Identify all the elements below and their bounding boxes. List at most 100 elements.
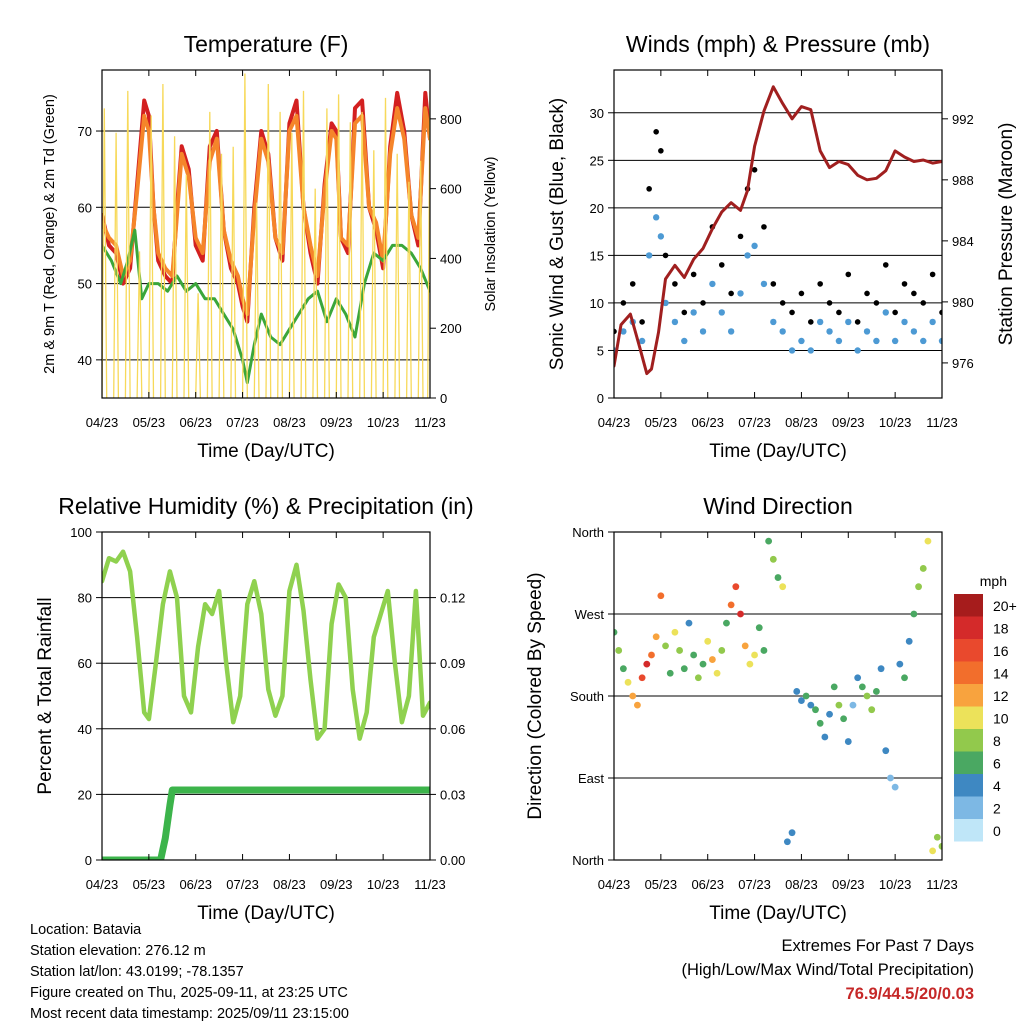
y-tick-label: 50 — [78, 277, 92, 292]
direction-point — [769, 555, 777, 563]
direction-point — [887, 774, 894, 782]
x-tick-label: 08/23 — [785, 877, 818, 892]
series-spike-solar — [359, 111, 366, 398]
series-line-rain — [102, 786, 430, 860]
legend-label: 18 — [993, 621, 1009, 637]
series-point-gust — [751, 167, 758, 173]
series-point-wind — [798, 337, 805, 345]
legend-label: 2 — [993, 801, 1001, 817]
series-spike-solar — [102, 108, 108, 398]
direction-point — [638, 674, 646, 682]
series-point-wind — [863, 328, 871, 335]
y-tick-label: 15 — [590, 248, 604, 263]
y-right-tick-label: 984 — [952, 234, 974, 249]
x-tick-label: 09/23 — [320, 415, 353, 430]
y-axis-label: Direction (Colored By Speed) — [525, 572, 546, 819]
direction-point — [826, 710, 833, 718]
y-tick-label: 60 — [78, 200, 92, 215]
series-point-wind — [788, 347, 796, 354]
direction-point — [709, 656, 716, 663]
y-tick-label: 10 — [590, 296, 604, 311]
series-spike-solar — [347, 122, 354, 398]
plot-frame — [101, 531, 431, 861]
series-point-gust — [920, 300, 927, 306]
legend-label: 20+ — [993, 598, 1017, 614]
y-right-tick-label: 600 — [440, 182, 462, 197]
series-point-wind — [645, 252, 653, 259]
y-right-tick-label: 976 — [952, 356, 974, 371]
direction-point — [868, 706, 876, 714]
series-point-gust — [808, 319, 814, 325]
series-point-wind — [751, 242, 758, 250]
legend-swatch — [954, 706, 983, 729]
series-point-gust — [911, 290, 917, 297]
direction-point — [854, 674, 862, 682]
direction-point — [905, 637, 913, 645]
legend-swatch — [954, 661, 983, 684]
direction-point — [671, 628, 679, 636]
direction-point — [802, 692, 810, 700]
y-right-axis-label: Solar Insolation (Yellow) — [483, 156, 499, 311]
x-tick-label: 10/23 — [367, 415, 400, 430]
x-axis-label: Time (Day/UTC) — [709, 441, 847, 462]
direction-point — [765, 537, 773, 545]
series-point-wind — [620, 328, 627, 335]
y-tick-label: 20 — [78, 787, 92, 802]
y-tick-label: North — [572, 525, 604, 540]
series-point-wind — [744, 252, 751, 259]
direction-point — [788, 829, 796, 837]
x-tick-label: 04/23 — [86, 415, 119, 430]
series-spike-solar — [183, 174, 190, 398]
direction-point — [783, 838, 791, 846]
series-line-rh — [102, 549, 430, 741]
direction-point — [891, 783, 899, 791]
chart-wind-direction: Wind Direction 04/23 05/23 06/23 07/23 08/23 0… — [525, 493, 1017, 924]
series-point-wind — [657, 233, 665, 240]
direction-point — [882, 747, 890, 755]
series-point-gust — [901, 281, 908, 287]
x-tick-label: 07/23 — [738, 877, 771, 892]
x-tick-label: 10/23 — [879, 415, 912, 430]
series-spike-solar — [417, 160, 424, 398]
legend-label: 14 — [993, 666, 1009, 682]
series-spike-solar — [230, 146, 237, 398]
series-spike-solar — [241, 73, 248, 398]
y-tick-label: 40 — [78, 722, 92, 737]
series-spike-solar — [265, 83, 272, 398]
direction-point — [629, 692, 637, 700]
direction-point — [835, 701, 843, 709]
series-point-gust — [826, 300, 833, 306]
y-tick-label: 30 — [590, 106, 604, 121]
direction-point — [807, 701, 815, 709]
x-axis-label: Time (Day/UTC) — [197, 441, 335, 462]
series-spike-solar — [370, 150, 377, 398]
x-tick-label: 05/23 — [645, 877, 678, 892]
plot-frame — [101, 69, 431, 399]
direction-point — [858, 683, 866, 691]
series-point-gust — [728, 290, 734, 297]
extremes-values: 76.9/44.5/20/0.03 — [845, 985, 974, 1003]
x-tick-label: 10/23 — [367, 877, 400, 892]
y-right-tick-label: 0.03 — [440, 787, 465, 802]
direction-point — [699, 660, 707, 668]
direction-point — [666, 669, 674, 677]
series-point-gust — [836, 309, 842, 316]
chart-title: Relative Humidity (%) & Precipitation (i… — [58, 493, 473, 519]
series-point-gust — [629, 281, 636, 287]
created-label: Figure created on Thu, 2025-09-11, at 23… — [30, 985, 348, 1001]
direction-point — [798, 697, 805, 704]
legend-swatch — [954, 616, 983, 639]
series-point-wind — [938, 337, 942, 345]
direction-point — [919, 565, 927, 572]
y-right-tick-label: 0 — [440, 391, 447, 406]
y-axis-label: 2m & 9m T (Red, Orange) & 2m Td (Green) — [42, 94, 58, 374]
legend-swatch — [954, 639, 983, 662]
series-point-wind — [779, 328, 786, 335]
series-spike-solar — [206, 111, 213, 398]
elevation-label: Station elevation: 276.12 m — [30, 943, 206, 959]
series-point-gust — [939, 309, 942, 316]
direction-point — [821, 733, 829, 741]
direction-point — [896, 660, 904, 668]
y-tick-label: 0 — [597, 391, 604, 406]
series-point-gust — [737, 233, 744, 240]
